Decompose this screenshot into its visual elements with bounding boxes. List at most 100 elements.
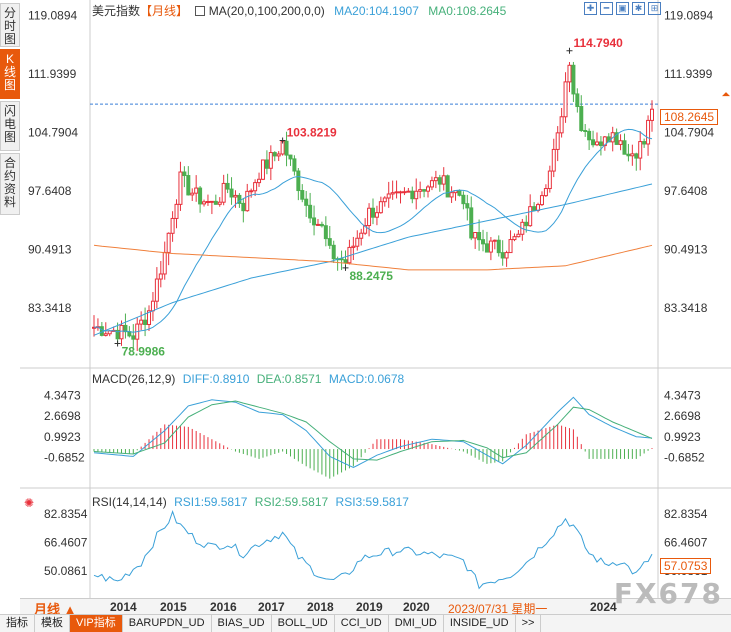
candle-body	[221, 182, 226, 203]
candle-body	[539, 195, 544, 206]
candle-body	[394, 191, 399, 194]
time-axis-label: 2016	[210, 600, 237, 614]
period-selector[interactable]: 月线 ▲	[34, 602, 77, 617]
candle-body	[484, 243, 489, 253]
rsi-settings-icon[interactable]: ✺	[24, 496, 35, 510]
candle-body	[182, 171, 187, 177]
indicator-tab[interactable]: DMI_UD	[389, 615, 444, 632]
price-tick-right: 83.3418	[664, 301, 708, 315]
candle-body	[202, 201, 207, 205]
candle-body	[378, 201, 383, 214]
reset-icon[interactable]: ⊞	[648, 2, 661, 15]
annotation-marker	[114, 340, 121, 347]
price-arrow-icon	[722, 92, 730, 97]
fullscreen-icon[interactable]: ▣	[616, 2, 629, 15]
tab-timeshare-label: 分时图	[4, 6, 17, 46]
candle-body	[315, 223, 320, 226]
current-price-box: 108.2645	[660, 109, 719, 125]
annotation-marker	[279, 137, 286, 144]
macd-tick-right: 4.3473	[664, 389, 701, 403]
candle-body	[103, 333, 108, 336]
indicator-tab[interactable]: VIP指标	[70, 615, 123, 632]
candle-body	[331, 244, 336, 260]
price-tick-left: 104.7904	[28, 126, 78, 140]
macd-tick-right: -0.6852	[664, 450, 705, 464]
indicator-tab[interactable]: CCI_UD	[335, 615, 389, 632]
candle-body	[594, 141, 599, 146]
settings-icon[interactable]: ✱	[632, 2, 645, 15]
candle-body	[469, 207, 474, 239]
candle-body	[319, 223, 324, 227]
rsi-tick-right: 66.4607	[664, 535, 708, 549]
candle-body	[449, 192, 454, 198]
candle-body	[402, 191, 407, 194]
zoom-in-icon[interactable]: ✚	[584, 2, 597, 15]
candle-body	[445, 175, 450, 198]
candle-body	[300, 190, 305, 200]
candle-body	[123, 324, 128, 333]
candle-body	[622, 140, 627, 155]
candle-body	[457, 190, 462, 196]
candle-body	[115, 329, 120, 340]
tab-kline[interactable]: K线图	[0, 49, 20, 99]
indicator-tab[interactable]: 指标	[0, 615, 35, 632]
rsi-tick-left: 50.0861	[44, 564, 88, 578]
candle-body	[437, 177, 442, 185]
candle-body	[194, 187, 199, 194]
tab-contract-info[interactable]: 合约资料	[0, 153, 20, 215]
candle-body	[516, 233, 521, 238]
candle-body	[363, 225, 368, 234]
chart-area[interactable]: 119.0894 119.0894 111.9399 111.9399 104.7904…	[20, 0, 731, 600]
time-axis-label: 2018	[307, 600, 334, 614]
candle-body	[465, 203, 470, 209]
candle-body	[504, 252, 509, 259]
tab-timeshare[interactable]: 分时图	[0, 3, 20, 47]
macd-tick-right: 2.6698	[664, 409, 701, 423]
candle-body	[249, 190, 254, 193]
candle-body	[233, 194, 238, 198]
candle-body	[237, 194, 242, 204]
annotation-marker	[566, 47, 573, 54]
indicator-tab[interactable]: BIAS_UD	[212, 615, 272, 632]
price-tick-right: 111.9399	[664, 67, 713, 81]
macd-tick-left: 2.6698	[44, 409, 81, 423]
price-annotation: 88.2475	[349, 269, 393, 283]
candle-body	[170, 217, 175, 234]
instrument-name: 美元指数	[92, 4, 141, 18]
toolbar: ✚ ━ ▣ ✱ ⊞	[584, 2, 661, 15]
candle-body	[410, 190, 415, 200]
candle-body	[158, 273, 163, 280]
macd-tick-left: -0.6852	[44, 450, 85, 464]
indicator-tab[interactable]: BARUPDN_UD	[123, 615, 212, 632]
chart-svg[interactable]: 119.0894 119.0894 111.9399 111.9399 104.7904…	[20, 0, 731, 600]
rsi-line	[93, 509, 653, 590]
candle-body	[229, 188, 234, 198]
rsi-tick-right: 82.8354	[664, 507, 708, 521]
price-annotation: 78.9986	[122, 344, 166, 358]
rsi-tick-left: 66.4607	[44, 535, 88, 549]
zoom-out-icon[interactable]: ━	[600, 2, 613, 15]
indicator-tab[interactable]: 模板	[35, 615, 70, 632]
tab-flash[interactable]: 闪电图	[0, 101, 20, 151]
candle-body	[131, 335, 136, 340]
tab-kline-label: K线图	[4, 52, 17, 92]
main-legend: 美元指数【月线】 MA(20,0,100,200,0,0) MA20:104.1…	[92, 2, 506, 19]
tab-flash-label: 闪电图	[4, 104, 17, 144]
candle-body	[99, 326, 104, 336]
candle-body	[178, 171, 183, 205]
candle-body	[257, 178, 262, 184]
rsi-tick-left: 82.8354	[44, 507, 88, 521]
candle-body	[598, 141, 603, 147]
time-axis-label: 2014	[110, 600, 137, 614]
candle-body	[205, 200, 210, 203]
candle-body	[292, 158, 297, 172]
candle-body	[323, 225, 328, 240]
indicator-tab[interactable]: INSIDE_UD	[444, 615, 516, 632]
indicator-tab[interactable]: BOLL_UD	[272, 615, 335, 632]
ma100-line	[93, 183, 653, 336]
tab-contract-label: 合约资料	[4, 156, 17, 209]
indicator-tab[interactable]: >>	[516, 615, 542, 632]
candle-body	[398, 191, 403, 194]
candle-body	[198, 187, 203, 205]
